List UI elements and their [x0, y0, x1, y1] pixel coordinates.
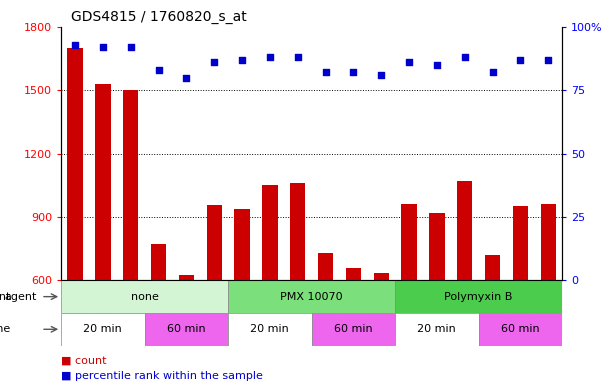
- Bar: [117, 280, 145, 336]
- Bar: [228, 280, 395, 313]
- Point: [265, 54, 275, 60]
- Point: [293, 54, 302, 60]
- Text: ■ percentile rank within the sample: ■ percentile rank within the sample: [61, 371, 263, 381]
- Bar: [485, 255, 500, 384]
- Bar: [318, 253, 333, 384]
- Bar: [395, 280, 423, 336]
- Point: [376, 72, 386, 78]
- Bar: [340, 280, 367, 336]
- Text: time: time: [0, 324, 11, 334]
- Bar: [395, 280, 562, 313]
- Bar: [451, 280, 478, 336]
- Text: 60 min: 60 min: [167, 324, 206, 334]
- Text: none: none: [131, 291, 158, 302]
- Bar: [151, 245, 166, 384]
- Bar: [290, 183, 306, 384]
- Bar: [423, 280, 451, 336]
- Text: Polymyxin B: Polymyxin B: [444, 291, 513, 302]
- Bar: [123, 90, 138, 384]
- Text: 60 min: 60 min: [334, 324, 373, 334]
- Bar: [145, 313, 228, 346]
- Point: [404, 59, 414, 65]
- Point: [348, 70, 358, 76]
- Bar: [228, 313, 312, 346]
- Bar: [207, 205, 222, 384]
- Text: GDS4815 / 1760820_s_at: GDS4815 / 1760820_s_at: [71, 10, 247, 25]
- Bar: [401, 204, 417, 384]
- Point: [98, 44, 108, 50]
- Point: [488, 70, 497, 76]
- Bar: [373, 273, 389, 384]
- Point: [432, 62, 442, 68]
- Point: [237, 57, 247, 63]
- Text: 20 min: 20 min: [251, 324, 289, 334]
- Text: agent: agent: [0, 291, 11, 302]
- Point: [543, 57, 553, 63]
- Bar: [429, 213, 445, 384]
- Bar: [367, 280, 395, 336]
- Bar: [312, 313, 395, 346]
- Bar: [228, 280, 256, 336]
- Text: 60 min: 60 min: [501, 324, 540, 334]
- Point: [321, 70, 331, 76]
- Bar: [61, 280, 228, 313]
- Text: 20 min: 20 min: [417, 324, 456, 334]
- Bar: [478, 280, 507, 336]
- Bar: [89, 280, 117, 336]
- Bar: [478, 313, 562, 346]
- Bar: [284, 280, 312, 336]
- Point: [460, 54, 470, 60]
- Bar: [541, 204, 556, 384]
- Bar: [312, 280, 340, 336]
- Text: 20 min: 20 min: [84, 324, 122, 334]
- Text: ■ count: ■ count: [61, 356, 106, 366]
- Bar: [507, 280, 534, 336]
- Bar: [513, 207, 528, 384]
- Text: PMX 10070: PMX 10070: [280, 291, 343, 302]
- Point: [153, 67, 163, 73]
- Bar: [178, 275, 194, 384]
- Bar: [145, 280, 172, 336]
- Bar: [61, 280, 89, 336]
- Bar: [534, 280, 562, 336]
- Point: [516, 57, 525, 63]
- Bar: [235, 209, 250, 384]
- Bar: [395, 313, 478, 346]
- Bar: [346, 268, 361, 384]
- Point: [70, 41, 80, 48]
- Bar: [61, 313, 145, 346]
- Bar: [200, 280, 228, 336]
- Bar: [256, 280, 284, 336]
- Bar: [262, 185, 277, 384]
- Point: [181, 74, 191, 81]
- Bar: [95, 84, 111, 384]
- Point: [210, 59, 219, 65]
- Text: agent: agent: [5, 291, 37, 302]
- Bar: [457, 181, 472, 384]
- Point: [126, 44, 136, 50]
- Bar: [172, 280, 200, 336]
- Bar: [67, 48, 82, 384]
